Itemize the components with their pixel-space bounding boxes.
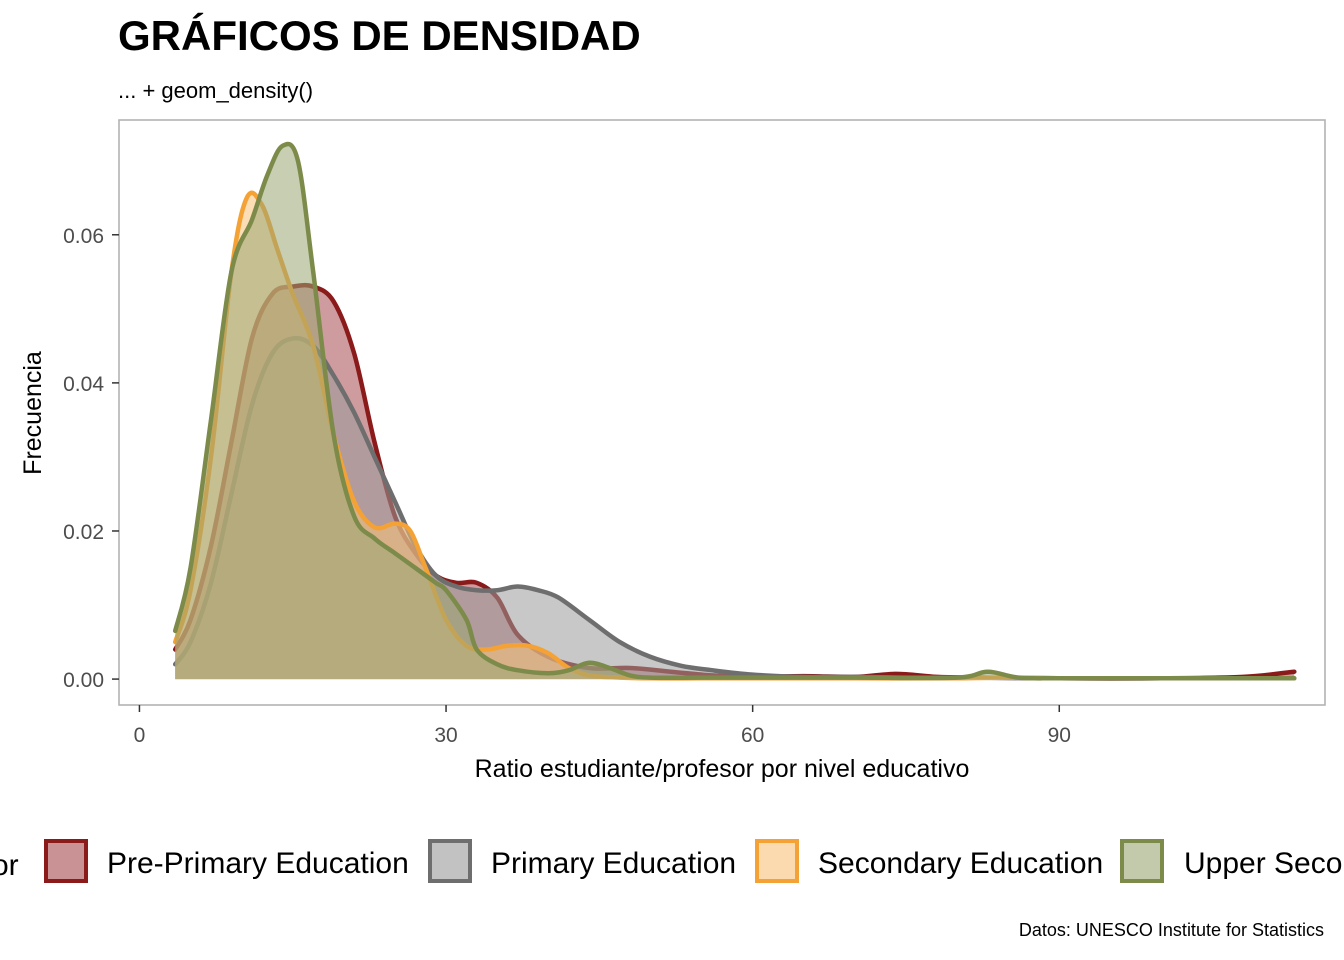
legend-item-primary-education: Primary Education <box>428 839 736 883</box>
legend-title: or <box>0 849 19 882</box>
legend-key-swatch <box>44 839 88 883</box>
axes-layer: 0 30 60 90 0.00 0.02 0.04 0.06 <box>63 225 1071 747</box>
x-axis-title: Ratio estudiante/profesor por nivel educ… <box>475 755 970 783</box>
legend-key-swatch <box>755 839 799 883</box>
chart-subtitle: ... + geom_density() <box>118 78 314 103</box>
legend-item-pre-primary-education: Pre-Primary Education <box>44 839 409 883</box>
series-layer <box>172 141 1297 681</box>
density-area-upper-secondary-education <box>175 143 1295 680</box>
x-tick-label: 30 <box>434 724 457 747</box>
legend-label: Upper Secondary Education <box>1184 847 1344 880</box>
legend-label: Secondary Education <box>818 847 1103 880</box>
legend-label: Pre-Primary Education <box>107 847 409 880</box>
caption: Datos: UNESCO Institute for Statistics <box>1018 920 1324 940</box>
y-axis-title: Frecuencia <box>19 351 47 475</box>
y-tick-label: 0.06 <box>63 225 104 248</box>
density-line-upper-secondary-education <box>172 141 1297 681</box>
density-series-upper-secondary-education <box>172 141 1297 681</box>
legend-item-secondary-education: Secondary Education <box>755 839 1103 883</box>
y-tick-label: 0.04 <box>63 373 104 396</box>
legend-label: Primary Education <box>491 847 736 880</box>
plot-panel-border <box>118 119 1326 706</box>
chart-title: GRÁFICOS DE DENSIDAD <box>118 12 641 59</box>
legend-key-swatch <box>428 839 472 883</box>
x-tick-label: 0 <box>134 724 146 747</box>
legend-item-upper-secondary-education: Upper Secondary Education <box>1120 839 1344 883</box>
x-tick-label: 60 <box>741 724 764 747</box>
x-tick-label: 90 <box>1048 724 1071 747</box>
y-tick-label: 0.00 <box>63 669 104 692</box>
y-tick-label: 0.02 <box>63 521 104 544</box>
legend-key-swatch <box>1120 839 1164 883</box>
density-area-primary-education <box>175 338 1295 680</box>
legend: or Pre-Primary Education Primary Education… <box>0 839 1344 883</box>
